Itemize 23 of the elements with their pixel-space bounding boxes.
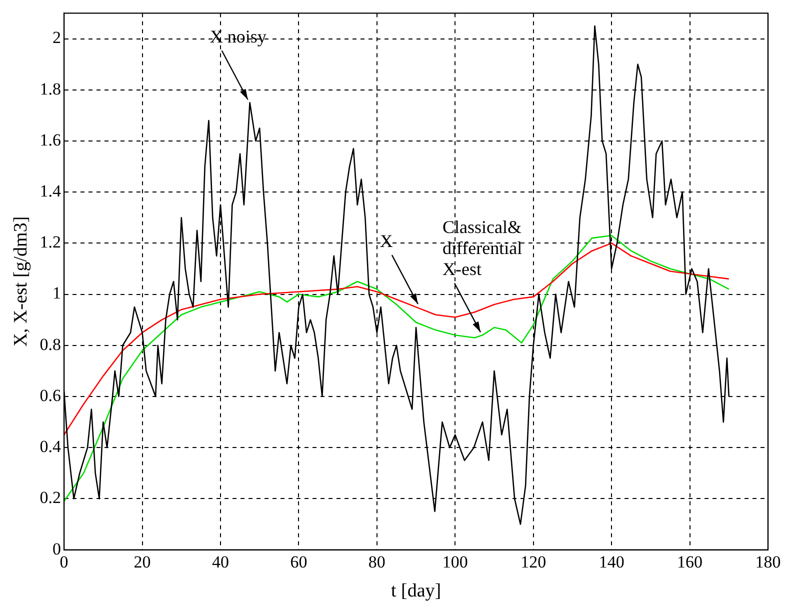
x-tick-label: 80	[368, 552, 386, 572]
y-tick-label: 0.8	[40, 334, 62, 354]
x-tick-label: 20	[134, 552, 151, 572]
y-axis-title: X, X-est [g/dm3]	[10, 216, 32, 347]
x-tick-label: 60	[290, 552, 308, 572]
y-tick-label: 1.6	[40, 130, 62, 150]
y-tick-label: 0.2	[40, 488, 62, 508]
y-tick-label: 1.8	[40, 79, 62, 98]
y-tick-label: 1	[52, 284, 62, 303]
annotation: Classical& differential X-est	[442, 217, 522, 280]
y-tick-label: 1.2	[40, 232, 62, 252]
x-axis-title: t [day]	[390, 580, 442, 602]
y-tick-label: 1.4	[40, 182, 62, 201]
x-tick-label: 160	[677, 552, 703, 572]
y-tick-label: 0.6	[40, 386, 62, 405]
x-tick-label: 120	[520, 552, 546, 572]
x-tick-label: 100	[442, 552, 468, 572]
y-tick-label: 2	[52, 28, 62, 48]
y-tick-label: 0.4	[40, 437, 62, 456]
x-tick-label: 180	[755, 552, 781, 572]
x-tick-label: 140	[598, 552, 624, 572]
y-tick-label: 0	[52, 539, 62, 558]
x-tick-label: 40	[212, 552, 229, 572]
